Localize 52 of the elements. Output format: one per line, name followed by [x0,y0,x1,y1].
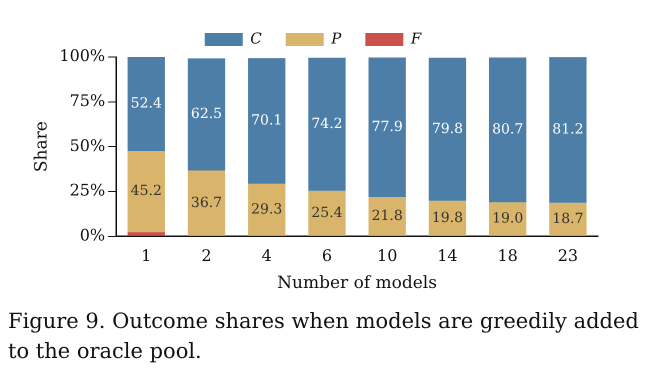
bar [549,202,587,236]
data-label: 45.2 [130,183,162,200]
data-label: 29.3 [251,202,282,218]
x-tick-label: 18 [497,246,518,266]
x-tick-label: 1 [141,246,152,266]
y-axis-title: Share [32,121,52,172]
legend-label: P [330,29,342,48]
bar [128,151,165,232]
bar [248,58,286,184]
bar [428,200,466,236]
data-label: 62.5 [190,106,222,122]
y-tick-label: 0% [80,226,106,245]
bar [428,58,466,201]
bar [488,202,526,236]
bar [368,58,406,198]
y-tick-label: 25% [70,180,106,200]
bar [549,57,587,203]
x-tick-label: 14 [437,246,458,266]
data-label: 21.8 [372,208,403,224]
data-label: 77.9 [372,119,403,136]
x-tick-label: 23 [558,246,578,266]
data-label: 19.8 [432,210,464,226]
data-label: 80.7 [492,122,524,138]
data-label: 18.7 [552,211,584,228]
bar [248,184,286,236]
bar [128,232,165,236]
data-label: 74.2 [311,116,343,132]
bar [128,57,165,152]
data-label: 79.8 [432,120,464,137]
x-tick-label: 4 [262,246,272,266]
bar [368,197,406,236]
y-tick-label: 75% [70,91,106,110]
bar [188,170,226,236]
data-label: 81.2 [552,122,584,138]
data-label: 70.1 [251,112,282,129]
x-tick-label: 2 [201,246,212,266]
legend-label: F [410,29,422,48]
caption: Figure 9. Outcome shares when models are greedily added to the oracle pool. [8,308,640,365]
data-label: 25.4 [311,205,343,222]
y-tick-label: 50% [70,136,106,155]
y-tick-label: 100% [59,46,106,66]
bar [188,58,226,171]
data-label: 36.7 [190,194,222,211]
data-label: 19.0 [492,210,524,227]
bar [488,58,526,202]
x-axis-title: Number of models [277,273,437,294]
bar [308,190,346,236]
bar [308,58,346,191]
legend-label: C [250,29,262,48]
x-tick-label: 6 [322,246,332,266]
data-label: 52.4 [130,96,162,112]
x-tick-label: 10 [377,246,398,266]
